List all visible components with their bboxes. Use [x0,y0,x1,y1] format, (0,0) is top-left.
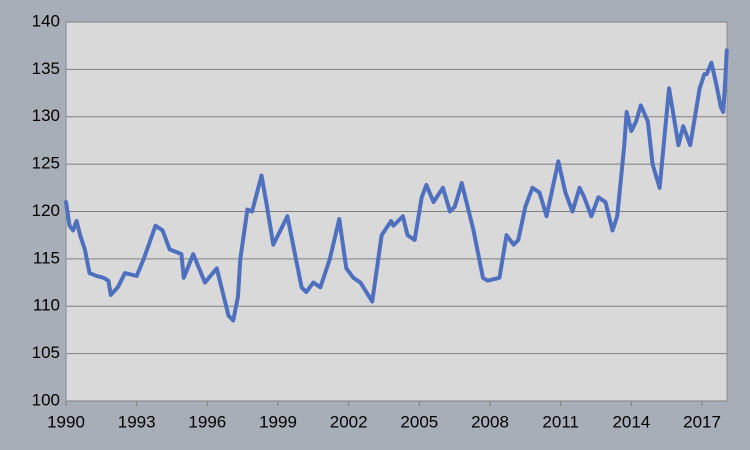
x-tick-label: 2014 [612,412,650,431]
y-tick-label: 100 [32,390,60,409]
x-tick-label: 1993 [118,412,156,431]
y-tick-label: 110 [33,296,60,315]
x-tick-label: 1999 [259,412,297,431]
line-series [64,48,729,323]
x-tick-label: 1996 [188,412,226,431]
y-tick-label: 130 [32,106,60,125]
y-tick-label: 115 [33,248,60,267]
x-tick-label: 2011 [542,412,579,431]
y-tick-label: 105 [32,343,60,362]
y-tick-label: 125 [32,154,60,173]
x-tick-label: 2017 [683,412,721,431]
x-tick-label: 2008 [471,412,509,431]
y-tick-label: 120 [32,201,60,220]
x-tick-label: 2005 [400,412,438,431]
y-tick-label: 140 [32,11,60,30]
x-tick-label: 1990 [47,412,85,431]
y-tick-label: 135 [32,59,60,78]
x-tick-label: 2002 [330,412,368,431]
